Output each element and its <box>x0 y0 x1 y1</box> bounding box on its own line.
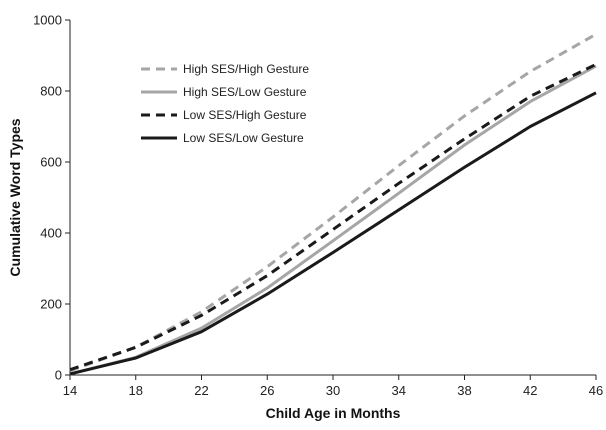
x-tick-label: 22 <box>194 383 208 398</box>
legend-label: High SES/Low Gesture <box>183 85 307 99</box>
y-axis-ticks: 0 200 400 600 800 1000 <box>33 13 70 383</box>
legend-label: Low SES/High Gesture <box>183 108 307 122</box>
y-axis-title: Cumulative Word Types <box>7 118 23 276</box>
series-line-3 <box>69 63 597 372</box>
legend-label: Low SES/Low Gesture <box>183 131 304 145</box>
series-line-4 <box>69 91 597 376</box>
x-tick-label: 46 <box>589 383 603 398</box>
legend-label: High SES/High Gesture <box>183 62 309 76</box>
x-tick-label: 34 <box>392 383 406 398</box>
axes <box>69 20 596 376</box>
x-axis-title: Child Age in Months <box>266 405 401 421</box>
x-axis-ticks: 14 18 22 26 30 34 38 42 46 <box>63 375 603 398</box>
x-tick-label: 26 <box>260 383 274 398</box>
series-layer <box>69 32 597 376</box>
y-tick-label: 800 <box>40 84 62 99</box>
x-tick-label: 14 <box>63 383 77 398</box>
x-tick-label: 30 <box>326 383 340 398</box>
legend: High SES/High Gesture High SES/Low Gestur… <box>141 62 309 145</box>
y-tick-label: 1000 <box>33 13 62 28</box>
y-tick-label: 0 <box>55 368 62 383</box>
x-tick-label: 18 <box>129 383 143 398</box>
series-line-2 <box>69 64 597 376</box>
y-tick-label: 200 <box>40 297 62 312</box>
x-tick-label: 38 <box>457 383 471 398</box>
x-tick-label: 42 <box>523 383 537 398</box>
series-line-1 <box>69 32 597 373</box>
y-tick-label: 400 <box>40 226 62 241</box>
y-tick-label: 600 <box>40 155 62 170</box>
